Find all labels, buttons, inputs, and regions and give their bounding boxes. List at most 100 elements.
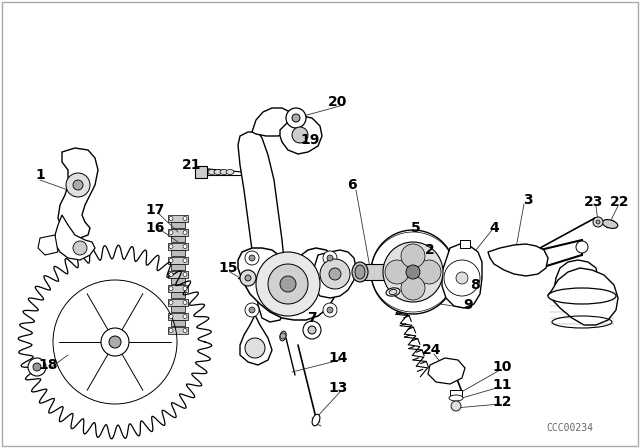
Ellipse shape bbox=[352, 262, 368, 282]
Circle shape bbox=[73, 180, 83, 190]
Polygon shape bbox=[58, 148, 98, 238]
Circle shape bbox=[456, 272, 468, 284]
Circle shape bbox=[183, 328, 187, 332]
Circle shape bbox=[327, 307, 333, 313]
Bar bbox=[168, 299, 188, 306]
Circle shape bbox=[323, 303, 337, 317]
Bar bbox=[460, 240, 470, 248]
Bar bbox=[168, 285, 188, 292]
Circle shape bbox=[169, 231, 173, 234]
Circle shape bbox=[593, 217, 603, 227]
Text: CCC00234: CCC00234 bbox=[547, 423, 593, 433]
Ellipse shape bbox=[220, 169, 228, 175]
Circle shape bbox=[169, 314, 173, 319]
Circle shape bbox=[169, 258, 173, 263]
Text: 12: 12 bbox=[492, 395, 512, 409]
Text: 4: 4 bbox=[489, 221, 499, 235]
Circle shape bbox=[249, 307, 255, 313]
Polygon shape bbox=[238, 132, 288, 322]
Polygon shape bbox=[488, 244, 548, 276]
Circle shape bbox=[280, 333, 286, 339]
Circle shape bbox=[329, 268, 341, 280]
Bar bbox=[360, 264, 398, 280]
Text: 16: 16 bbox=[145, 221, 164, 235]
Bar bbox=[171, 264, 185, 270]
Text: 11: 11 bbox=[492, 378, 512, 392]
Text: 8: 8 bbox=[470, 278, 480, 292]
Bar bbox=[171, 236, 185, 242]
Circle shape bbox=[183, 272, 187, 276]
Circle shape bbox=[249, 255, 255, 261]
Polygon shape bbox=[55, 215, 95, 260]
Circle shape bbox=[417, 260, 441, 284]
Bar bbox=[168, 229, 188, 236]
Polygon shape bbox=[238, 248, 338, 320]
Polygon shape bbox=[252, 108, 296, 136]
Ellipse shape bbox=[208, 169, 216, 175]
Circle shape bbox=[183, 301, 187, 305]
Circle shape bbox=[109, 336, 121, 348]
Circle shape bbox=[169, 287, 173, 290]
Circle shape bbox=[292, 127, 308, 143]
Text: 1: 1 bbox=[35, 168, 45, 182]
Circle shape bbox=[451, 401, 461, 411]
Ellipse shape bbox=[202, 169, 210, 175]
Circle shape bbox=[169, 328, 173, 332]
Circle shape bbox=[245, 338, 265, 358]
Circle shape bbox=[183, 231, 187, 234]
Ellipse shape bbox=[602, 220, 618, 228]
Text: 19: 19 bbox=[300, 133, 320, 147]
Circle shape bbox=[183, 216, 187, 220]
Ellipse shape bbox=[196, 169, 204, 175]
Circle shape bbox=[33, 363, 41, 371]
Ellipse shape bbox=[226, 169, 234, 175]
Circle shape bbox=[245, 275, 251, 281]
Text: 24: 24 bbox=[422, 343, 442, 357]
Bar bbox=[168, 215, 188, 222]
Ellipse shape bbox=[355, 265, 365, 279]
Polygon shape bbox=[18, 245, 212, 439]
Bar bbox=[171, 250, 185, 256]
Circle shape bbox=[268, 264, 308, 304]
Circle shape bbox=[383, 242, 443, 302]
Text: 21: 21 bbox=[182, 158, 202, 172]
Circle shape bbox=[303, 321, 321, 339]
Circle shape bbox=[73, 241, 87, 255]
Circle shape bbox=[256, 252, 320, 316]
Circle shape bbox=[66, 173, 90, 197]
Polygon shape bbox=[554, 260, 598, 308]
Text: 13: 13 bbox=[328, 381, 348, 395]
Text: 3: 3 bbox=[523, 193, 533, 207]
Polygon shape bbox=[442, 244, 482, 308]
Circle shape bbox=[183, 287, 187, 290]
Text: 14: 14 bbox=[328, 351, 348, 365]
Text: 23: 23 bbox=[584, 195, 604, 209]
Circle shape bbox=[292, 114, 300, 122]
Text: 20: 20 bbox=[328, 95, 348, 109]
Polygon shape bbox=[38, 235, 58, 255]
Text: 2: 2 bbox=[425, 243, 435, 257]
Text: 22: 22 bbox=[611, 195, 630, 209]
Bar bbox=[171, 320, 185, 326]
Bar bbox=[171, 306, 185, 312]
Circle shape bbox=[323, 251, 337, 265]
Circle shape bbox=[406, 265, 420, 279]
Text: 17: 17 bbox=[145, 203, 164, 217]
Circle shape bbox=[183, 258, 187, 263]
Bar bbox=[168, 243, 188, 250]
Bar bbox=[450, 390, 462, 396]
Polygon shape bbox=[280, 116, 322, 154]
Bar bbox=[171, 278, 185, 284]
Polygon shape bbox=[240, 315, 272, 365]
Text: 7: 7 bbox=[307, 311, 317, 325]
Circle shape bbox=[169, 272, 173, 276]
Circle shape bbox=[280, 276, 296, 292]
Circle shape bbox=[28, 358, 46, 376]
Circle shape bbox=[245, 251, 259, 265]
Circle shape bbox=[401, 276, 425, 300]
Circle shape bbox=[320, 259, 350, 289]
Circle shape bbox=[308, 326, 316, 334]
Circle shape bbox=[401, 244, 425, 268]
Bar bbox=[171, 292, 185, 298]
Circle shape bbox=[371, 230, 455, 314]
